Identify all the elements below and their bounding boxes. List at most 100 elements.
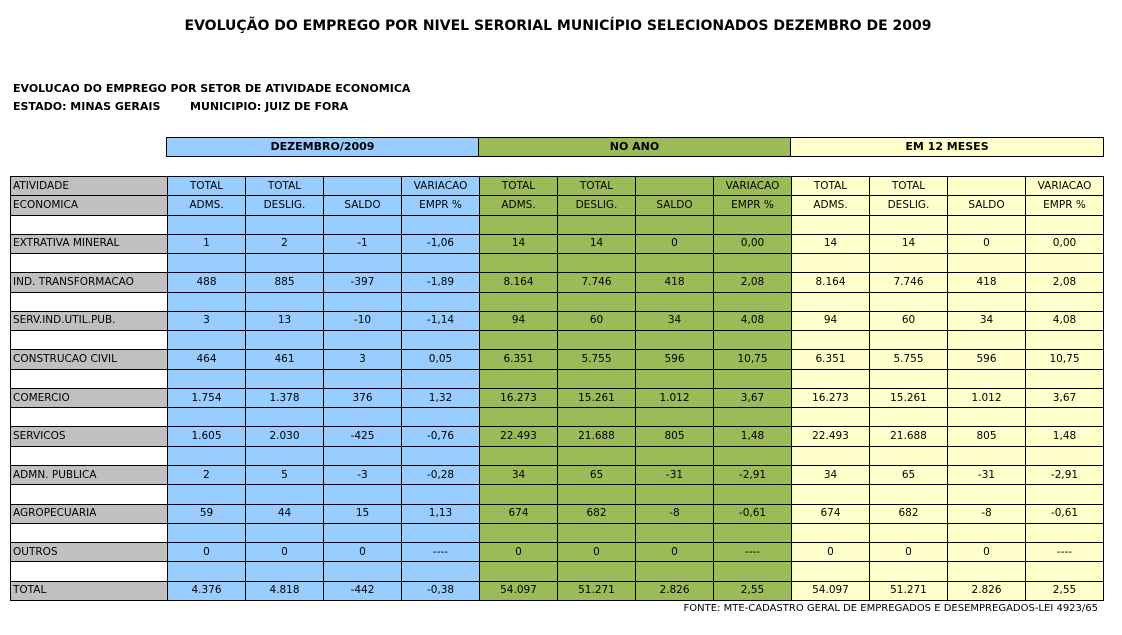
header-row: ECONOMICA ADMS. DESLIG. SALDO EMPR % ADMS. DES…	[10, 195, 1104, 216]
value-cell: -425	[323, 426, 402, 447]
spacer-cell	[245, 253, 324, 274]
value-cell: 0	[947, 233, 1026, 255]
value-cell: 34	[479, 464, 558, 486]
value-cell: -10	[323, 310, 402, 332]
spacer-cell	[557, 291, 636, 312]
value-cell: 596	[635, 349, 714, 370]
value-cell: 7.746	[869, 272, 948, 293]
period-group-header: DEZEMBRO/2009 NO ANO EM 12 MESES	[166, 137, 1104, 157]
spacer-cell	[791, 407, 870, 428]
municipio-label: MUNICIPIO: JUIZ DE FORA	[190, 100, 349, 113]
spacer-cell	[557, 561, 636, 582]
spacer-cell	[167, 561, 246, 582]
spacer-cell	[635, 330, 714, 351]
value-cell: -1,89	[401, 272, 480, 293]
spacer-cell	[557, 214, 636, 235]
spacer-cell	[323, 368, 402, 389]
spacer-cell	[869, 407, 948, 428]
spacer-cell	[635, 253, 714, 274]
column-header: EMPR %	[401, 195, 480, 216]
spacer-cell	[713, 330, 792, 351]
spacer-cell	[479, 561, 558, 582]
value-cell: 10,75	[713, 349, 792, 370]
spacer-cell	[167, 522, 246, 544]
spacer-cell	[869, 561, 948, 582]
value-cell: 1,13	[401, 503, 480, 524]
spacer-cell	[947, 407, 1026, 428]
column-header: DESLIG.	[245, 195, 324, 216]
spacer-row	[10, 561, 1104, 582]
value-cell: 14	[869, 233, 948, 255]
value-cell: 3	[323, 349, 402, 370]
spacer-cell	[479, 522, 558, 544]
spacer-cell	[167, 253, 246, 274]
spacer-cell	[557, 445, 636, 466]
spacer-cell	[1025, 291, 1104, 312]
value-cell: 21.688	[869, 426, 948, 447]
spacer-cell	[947, 368, 1026, 389]
value-cell: -1	[323, 233, 402, 255]
table-row: CONSTRUCAO CIVIL 464 461 3 0,05 6.351 5.755 596…	[10, 349, 1104, 370]
column-header: TOTAL	[557, 175, 636, 197]
spacer-cell	[10, 561, 168, 582]
value-cell: 2,55	[713, 580, 792, 601]
spacer-cell	[167, 330, 246, 351]
spacer-cell	[245, 522, 324, 544]
spacer-cell	[791, 330, 870, 351]
value-cell: 4,08	[1025, 310, 1104, 332]
header-label: ATIVIDADE	[10, 175, 168, 197]
value-cell: 2,55	[1025, 580, 1104, 601]
value-cell: -31	[947, 464, 1026, 486]
value-cell: ----	[1025, 542, 1104, 563]
table-row: SERV.IND.UTIL.PUB. 3 13 -10 -1,14 94 60 34 4,08 9…	[10, 310, 1104, 332]
spacer-cell	[1025, 561, 1104, 582]
value-cell: 15	[323, 503, 402, 524]
value-cell: 0	[791, 542, 870, 563]
value-cell: 60	[869, 310, 948, 332]
spacer-cell	[947, 291, 1026, 312]
value-cell: -31	[635, 464, 714, 486]
value-cell: 674	[791, 503, 870, 524]
value-cell: 488	[167, 272, 246, 293]
spacer-cell	[245, 445, 324, 466]
spacer-row	[10, 330, 1104, 351]
spacer-cell	[323, 253, 402, 274]
spacer-cell	[479, 330, 558, 351]
value-cell: 5	[245, 464, 324, 486]
spacer-cell	[791, 445, 870, 466]
spacer-cell	[557, 484, 636, 505]
value-cell: 1,48	[1025, 426, 1104, 447]
row-label: SERV.IND.UTIL.PUB.	[10, 310, 168, 332]
value-cell: 14	[557, 233, 636, 255]
row-label: SERVICOS	[10, 426, 168, 447]
spacer-cell	[557, 253, 636, 274]
group-no-ano: NO ANO	[478, 137, 791, 157]
spacer-cell	[479, 445, 558, 466]
spacer-cell	[557, 407, 636, 428]
spacer-cell	[245, 214, 324, 235]
spacer-cell	[713, 407, 792, 428]
spacer-cell	[635, 522, 714, 544]
value-cell: 2,08	[713, 272, 792, 293]
spacer-cell	[10, 291, 168, 312]
value-cell: 2.826	[947, 580, 1026, 601]
value-cell: ----	[713, 542, 792, 563]
value-cell: -0,38	[401, 580, 480, 601]
spacer-cell	[323, 407, 402, 428]
spacer-cell	[323, 484, 402, 505]
value-cell: 14	[791, 233, 870, 255]
column-header	[323, 175, 402, 197]
spacer-cell	[791, 522, 870, 544]
spacer-cell	[1025, 214, 1104, 235]
spacer-cell	[947, 214, 1026, 235]
spacer-cell	[323, 330, 402, 351]
spacer-cell	[713, 291, 792, 312]
value-cell: 60	[557, 310, 636, 332]
spacer-row	[10, 484, 1104, 505]
spacer-cell	[401, 291, 480, 312]
value-cell: 54.097	[479, 580, 558, 601]
value-cell: 3	[167, 310, 246, 332]
column-header: TOTAL	[479, 175, 558, 197]
value-cell: 2,08	[1025, 272, 1104, 293]
spacer-cell	[1025, 330, 1104, 351]
